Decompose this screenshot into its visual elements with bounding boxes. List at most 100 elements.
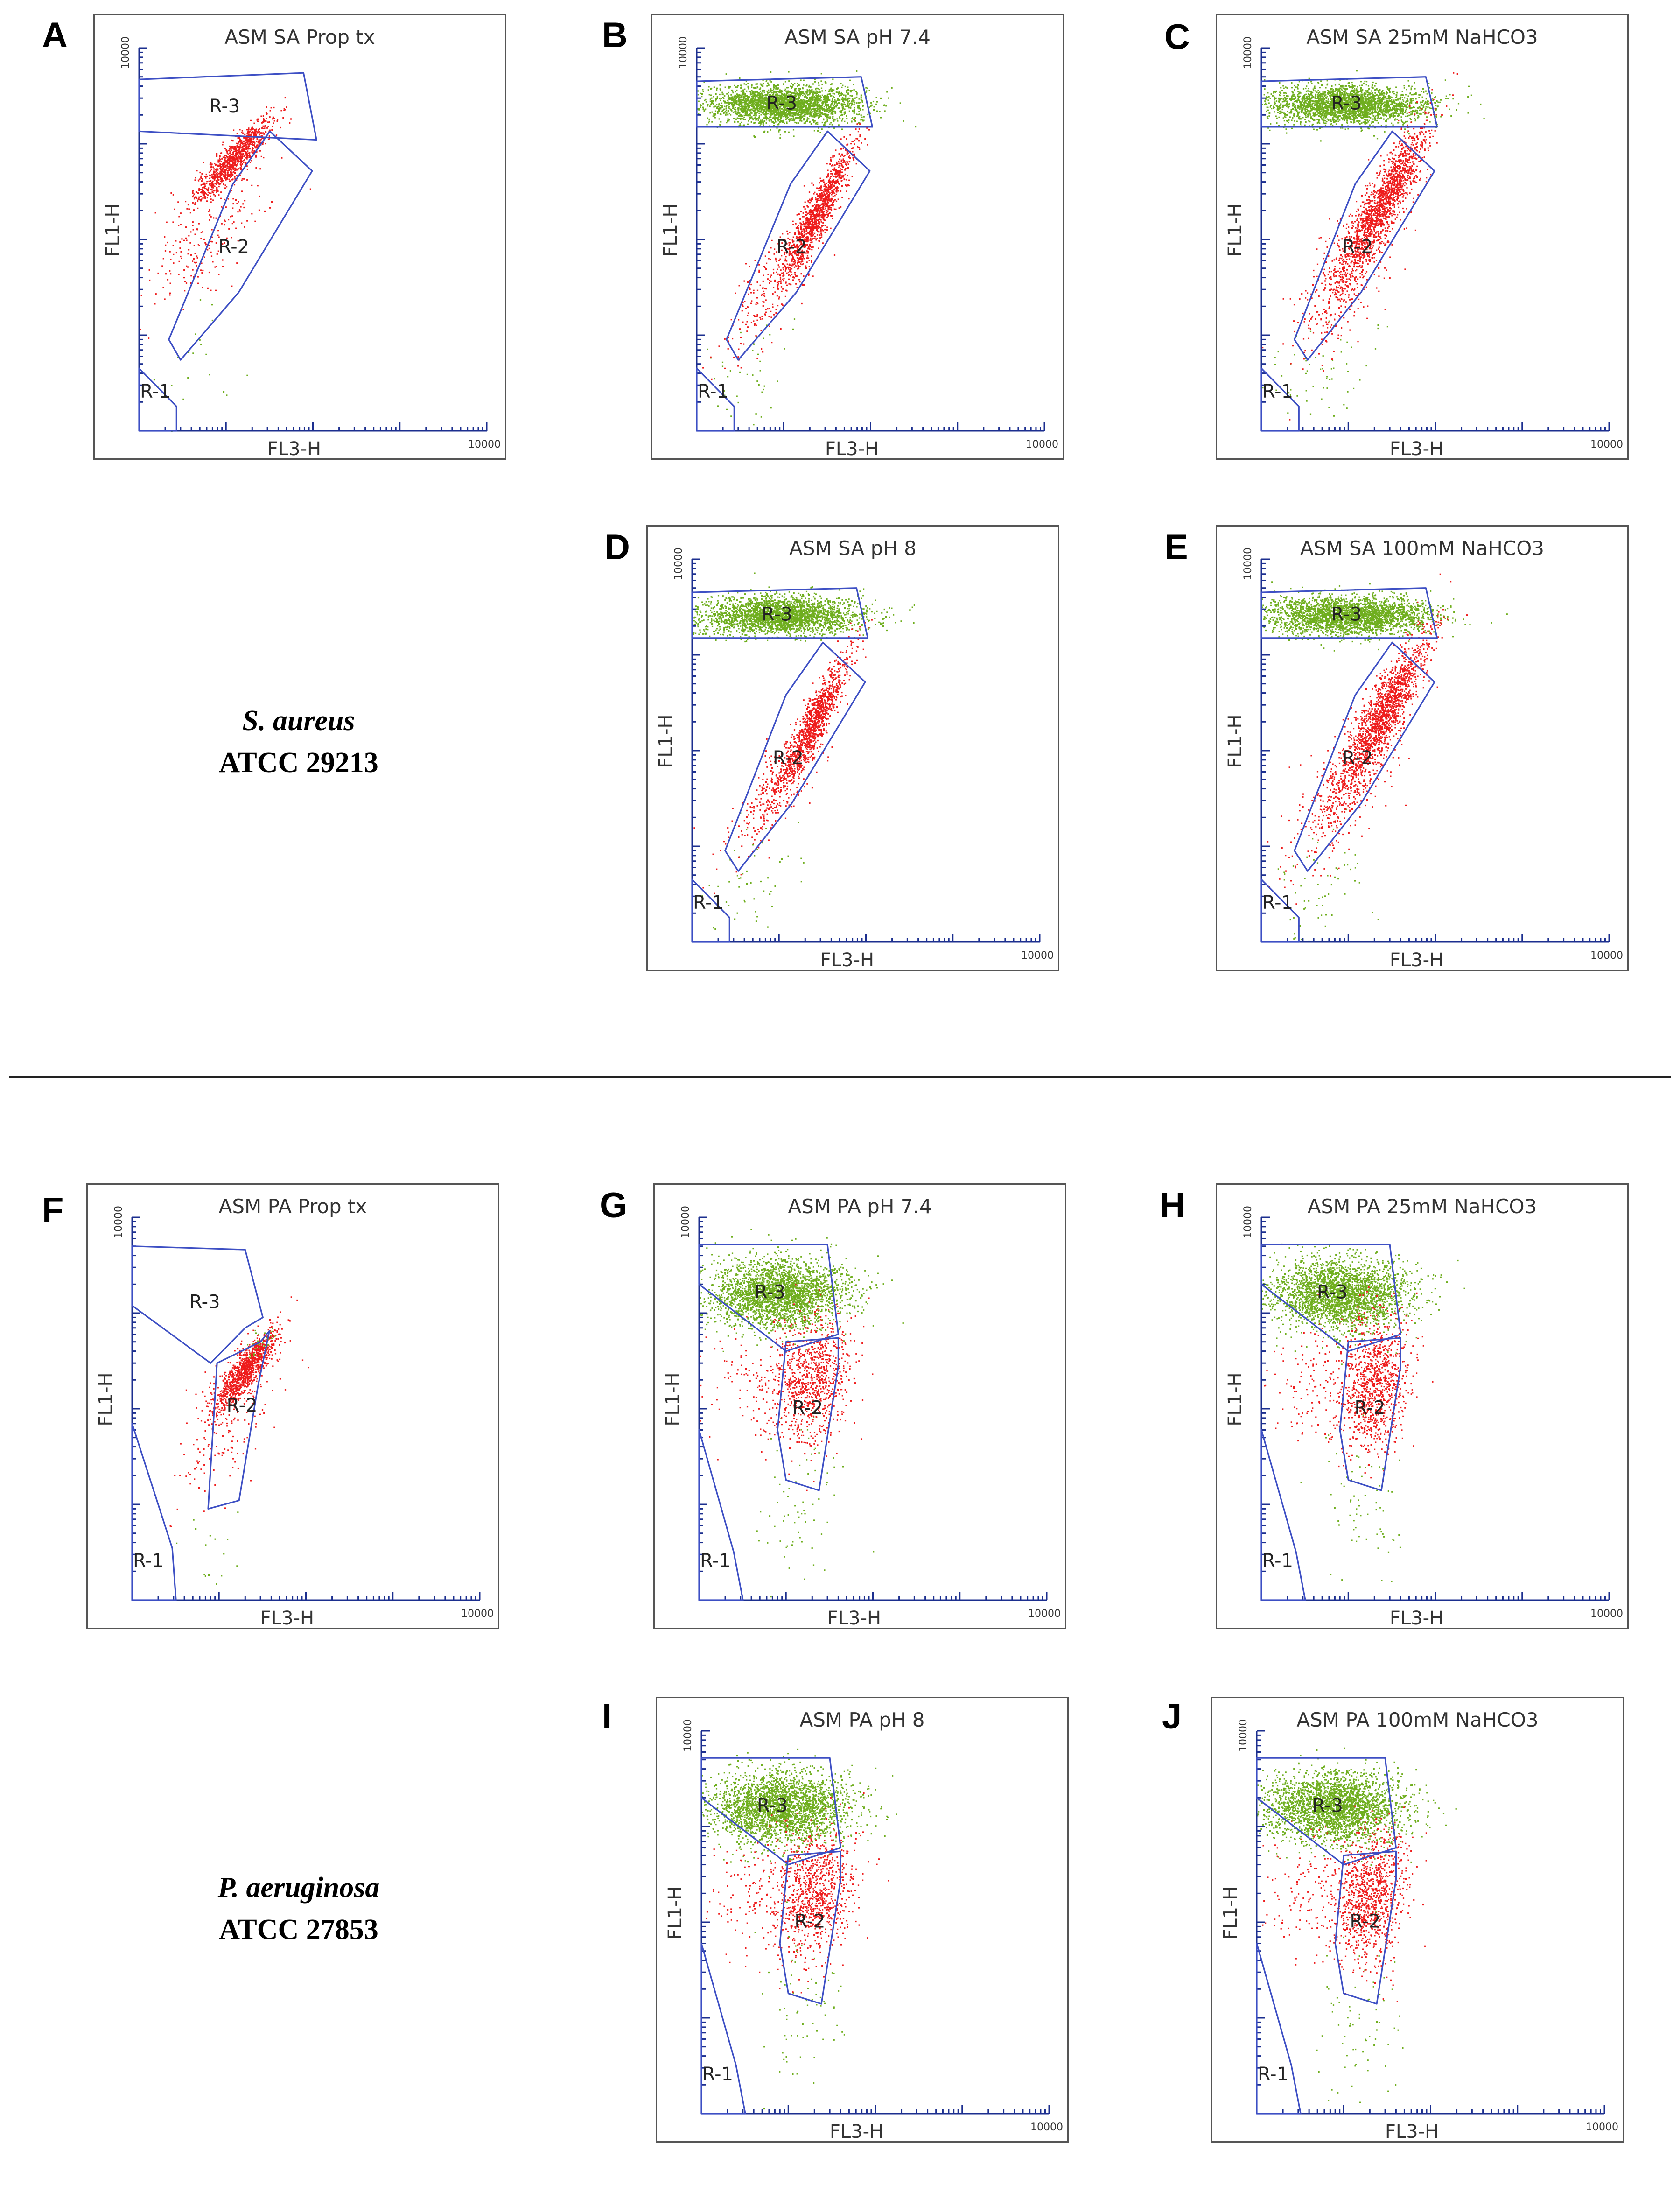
red-event-dot bbox=[207, 249, 209, 251]
red-event-dot bbox=[219, 183, 221, 185]
red-event-dot bbox=[248, 127, 250, 129]
red-event-dot bbox=[230, 173, 231, 175]
green-event-dot bbox=[778, 91, 780, 93]
red-event-dot bbox=[213, 172, 215, 174]
green-event-dot bbox=[782, 100, 784, 102]
red-event-dot bbox=[231, 159, 233, 161]
green-event-dot bbox=[205, 353, 207, 355]
green-event-dot bbox=[750, 117, 752, 119]
green-event-dot bbox=[819, 107, 821, 109]
green-event-dot bbox=[745, 98, 747, 99]
green-event-dot bbox=[728, 102, 730, 104]
green-event-dot bbox=[817, 112, 819, 114]
green-event-dot bbox=[782, 121, 784, 123]
green-event-dot bbox=[822, 103, 824, 105]
red-event-dot bbox=[212, 261, 214, 263]
green-event-dot bbox=[756, 103, 758, 105]
green-event-dot bbox=[779, 99, 781, 101]
red-event-dot bbox=[253, 132, 255, 133]
green-event-dot bbox=[743, 116, 745, 118]
red-event-dot bbox=[264, 121, 266, 123]
green-event-dot bbox=[841, 120, 843, 122]
green-event-dot bbox=[798, 88, 800, 90]
green-event-dot bbox=[856, 113, 858, 115]
green-event-dot bbox=[817, 121, 819, 124]
red-event-dot bbox=[193, 276, 195, 278]
red-event-dot bbox=[828, 194, 830, 196]
green-event-dot bbox=[793, 107, 795, 109]
green-event-dot bbox=[778, 113, 780, 115]
red-event-dot bbox=[231, 149, 232, 151]
green-event-dot bbox=[714, 117, 716, 119]
green-event-dot bbox=[834, 111, 836, 113]
green-event-dot bbox=[766, 324, 768, 326]
red-event-dot bbox=[155, 293, 157, 295]
red-event-dot bbox=[247, 134, 249, 136]
red-event-dot bbox=[788, 278, 790, 280]
red-event-dot bbox=[823, 185, 825, 187]
red-event-dot bbox=[827, 213, 829, 215]
green-event-dot bbox=[797, 98, 799, 100]
green-event-dot bbox=[817, 130, 819, 132]
green-event-dot bbox=[847, 98, 849, 100]
red-event-dot bbox=[806, 222, 808, 224]
green-event-dot bbox=[788, 112, 790, 113]
red-event-dot bbox=[234, 178, 236, 180]
red-event-dot bbox=[248, 137, 250, 139]
green-event-dot bbox=[819, 89, 820, 91]
red-event-dot bbox=[789, 269, 791, 271]
green-event-dot bbox=[802, 91, 804, 93]
red-event-dot bbox=[824, 225, 826, 226]
red-event-dot bbox=[187, 253, 189, 255]
red-event-dot bbox=[193, 198, 196, 200]
green-event-dot bbox=[796, 110, 798, 112]
red-event-dot bbox=[185, 282, 188, 284]
green-event-dot bbox=[747, 106, 749, 108]
green-event-dot bbox=[879, 111, 881, 112]
red-event-dot bbox=[829, 205, 831, 207]
red-event-dot bbox=[819, 240, 820, 242]
green-event-dot bbox=[723, 98, 725, 99]
red-event-dot bbox=[263, 118, 265, 120]
red-event-dot bbox=[825, 197, 827, 198]
red-event-dot bbox=[830, 198, 832, 200]
green-event-dot bbox=[739, 112, 741, 114]
red-event-dot bbox=[219, 165, 221, 167]
red-event-dot bbox=[814, 226, 816, 228]
green-event-dot bbox=[853, 84, 854, 85]
red-event-dot bbox=[812, 220, 813, 222]
red-event-dot bbox=[800, 263, 802, 265]
green-event-dot bbox=[766, 85, 768, 87]
red-event-dot bbox=[793, 240, 795, 242]
green-event-dot bbox=[852, 99, 854, 101]
green-event-dot bbox=[802, 106, 804, 108]
green-event-dot bbox=[803, 99, 805, 101]
red-event-dot bbox=[246, 157, 248, 159]
red-event-dot bbox=[813, 224, 815, 226]
red-event-dot bbox=[798, 247, 799, 249]
red-event-dot bbox=[217, 178, 219, 180]
green-event-dot bbox=[758, 122, 760, 124]
green-event-dot bbox=[712, 102, 714, 104]
green-event-dot bbox=[760, 111, 762, 113]
green-event-dot bbox=[797, 92, 798, 94]
green-event-dot bbox=[827, 109, 829, 111]
green-event-dot bbox=[816, 113, 818, 115]
green-event-dot bbox=[826, 104, 828, 105]
green-event-dot bbox=[841, 103, 843, 105]
red-event-dot bbox=[835, 169, 837, 170]
red-event-dot bbox=[170, 259, 172, 260]
red-event-dot bbox=[211, 191, 213, 193]
green-event-dot bbox=[766, 105, 768, 106]
red-event-dot bbox=[837, 170, 839, 172]
red-event-dot bbox=[783, 278, 785, 280]
red-event-dot bbox=[838, 166, 840, 168]
red-event-dot bbox=[830, 215, 832, 217]
green-event-dot bbox=[753, 110, 755, 112]
red-event-dot bbox=[816, 207, 818, 209]
green-event-dot bbox=[727, 114, 729, 116]
red-event-dot bbox=[802, 224, 804, 226]
green-event-dot bbox=[854, 107, 855, 109]
green-event-dot bbox=[750, 112, 752, 114]
red-event-dot bbox=[231, 172, 233, 174]
